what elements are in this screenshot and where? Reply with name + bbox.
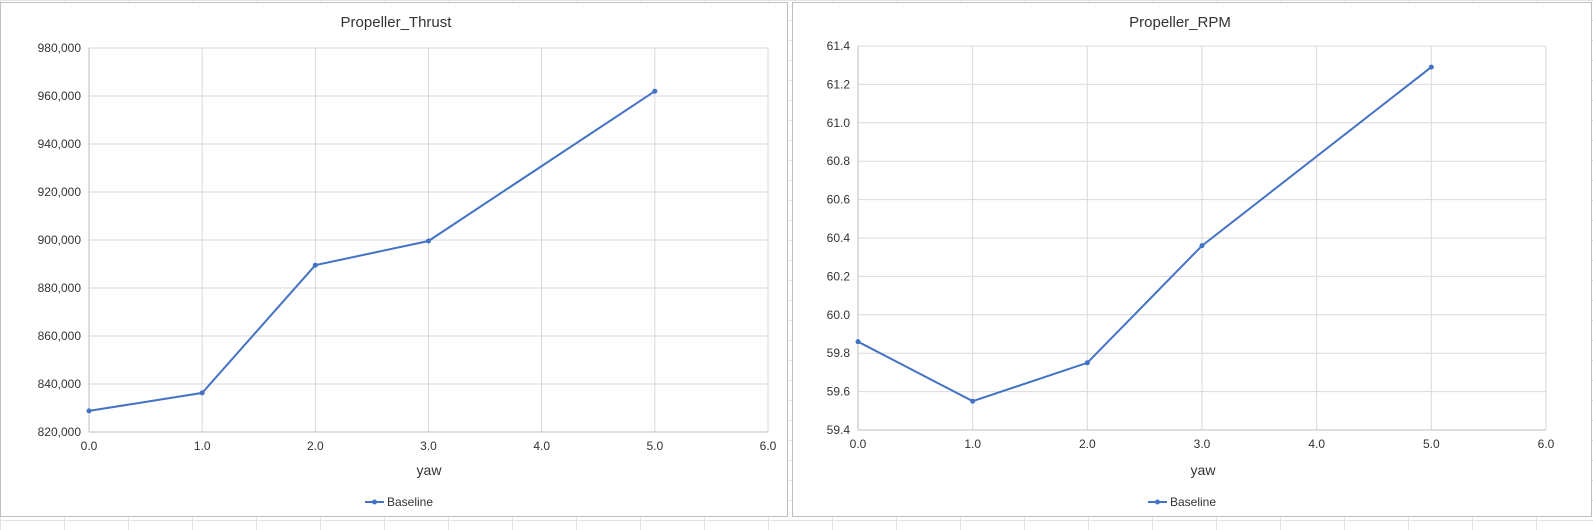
x-tick-label: 6.0 [760,439,777,453]
series-line-baseline [857,66,1432,403]
chart-thrust: Propeller_Thrust 0.0 1.0 2.0 3.0 4.0 5.0 6.0 8… [0,2,788,517]
data-point [855,339,861,345]
x-tick-label: 5.0 [1423,437,1440,451]
legend: Baseline [1148,495,1216,509]
chart-thrust-svg: Propeller_Thrust 0.0 1.0 2.0 3.0 4.0 5.0 6.0 8… [38,14,777,509]
y-tick-label: 900,000 [38,233,82,247]
data-point [312,262,318,268]
data-point [970,398,976,404]
y-tick-label: 61.4 [827,39,851,53]
legend-marker [1155,499,1160,505]
chart-rpm-svg: Propeller_RPM 0.0 1.0 2.0 3.0 4.0 5.0 6.0 59.4… [827,14,1555,509]
legend-marker [372,499,377,505]
chart-title: Propeller_Thrust [341,14,453,31]
y-tick-label: 940,000 [38,137,82,151]
legend-label: Baseline [1170,495,1216,509]
x-axis-title: yaw [417,462,443,478]
y-tick-label: 60.4 [827,231,851,245]
y-tick-label: 60.0 [827,308,851,322]
x-axis-title: yaw [1191,462,1217,478]
y-tick-label: 61.2 [827,77,851,91]
y-tick-label: 61.0 [827,116,851,130]
y-tick-label: 860,000 [38,329,82,343]
chart-title: Propeller_RPM [1129,14,1231,31]
chart-rpm: Propeller_RPM 0.0 1.0 2.0 3.0 4.0 5.0 6.0 59.4… [792,2,1592,517]
data-point [1428,64,1434,70]
x-tick-label: 0.0 [81,439,98,453]
y-tick-label: 60.6 [827,193,851,207]
data-point [86,408,92,414]
y-tick-label: 960,000 [38,89,82,103]
data-point [1084,360,1090,366]
legend-label: Baseline [387,495,433,509]
x-tick-label: 6.0 [1538,437,1555,451]
x-tick-label: 3.0 [420,439,437,453]
x-tick-label: 1.0 [194,439,211,453]
data-point [199,390,205,396]
y-tick-label: 59.4 [827,423,851,437]
x-tick-label: 4.0 [1308,437,1325,451]
data-point [426,238,431,244]
y-tick-label: 840,000 [38,377,82,391]
y-tick-label: 59.8 [827,346,851,360]
legend: Baseline [365,495,433,509]
x-tick-label: 2.0 [1079,437,1096,451]
x-tick-label: 3.0 [1194,437,1211,451]
y-tick-label: 820,000 [38,425,82,439]
y-tick-label: 880,000 [38,281,82,295]
y-tick-label: 980,000 [38,41,82,55]
x-tick-label: 5.0 [646,439,663,453]
x-tick-label: 0.0 [850,437,867,451]
x-tick-label: 4.0 [533,439,550,453]
y-tick-label: 60.8 [827,154,851,168]
y-tick-label: 920,000 [38,185,82,199]
data-point [1199,243,1205,249]
y-tick-label: 59.6 [827,385,851,399]
series-line-baseline [88,90,656,412]
x-tick-label: 2.0 [307,439,324,453]
data-point [652,88,658,94]
x-tick-label: 1.0 [964,437,981,451]
y-tick-label: 60.2 [827,269,851,283]
